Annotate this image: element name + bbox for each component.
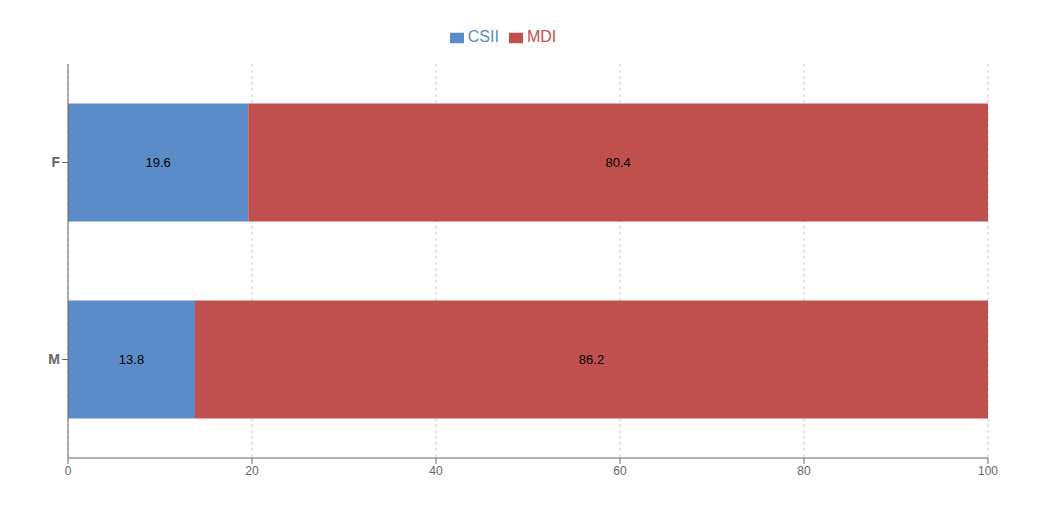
svg-text:100: 100 [978,464,998,478]
svg-text:80.4: 80.4 [606,155,631,170]
html-text:MDI: MDI [526,28,557,45]
svg-text:80: 80 [797,464,811,478]
svg-text:13.8: 13.8 [119,352,144,367]
svg-text:M: M [48,351,60,367]
svg-text:60: 60 [613,464,627,478]
svg-text:0: 0 [65,464,72,478]
svg-text:86.2: 86.2 [579,352,604,367]
html-text:CSII: CSII [467,28,499,45]
svg-text:19.6: 19.6 [146,155,171,170]
svg-text:20: 20 [245,464,259,478]
svg-text:40: 40 [429,464,443,478]
svg-text:F: F [51,154,60,170]
